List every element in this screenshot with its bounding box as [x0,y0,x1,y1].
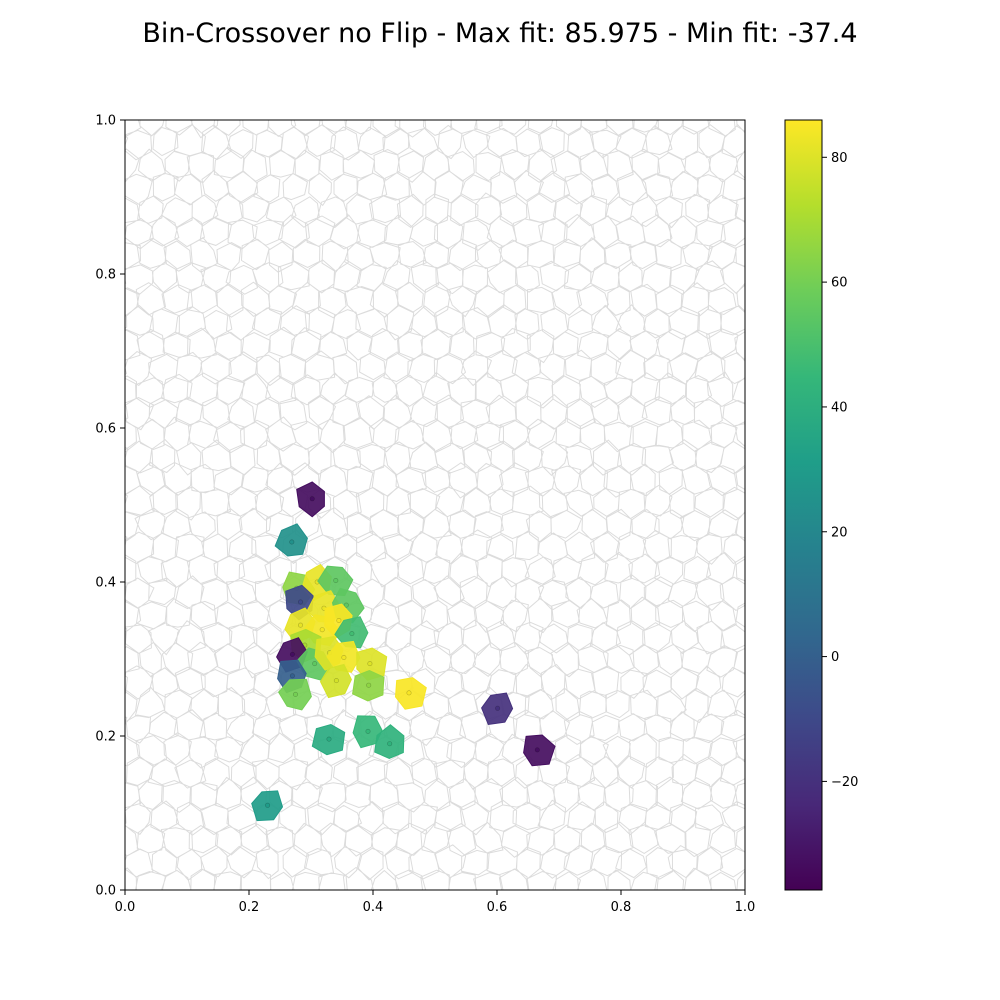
data-cells [251,481,556,822]
x-tick-label: 0.8 [611,900,632,915]
data-point [326,736,332,742]
y-axis: 0.0 0.2 0.4 0.6 0.8 1.0 [95,114,125,899]
x-tick-label: 0.6 [487,900,508,915]
x-tick-label: 0.2 [239,900,260,915]
y-tick-label: 0.2 [95,730,116,745]
data-point [289,673,295,679]
x-tick-label: 0.0 [115,900,136,915]
plot-frame [124,119,746,891]
data-point [406,690,412,696]
data-point [333,678,339,684]
data-point [366,682,372,688]
data-point [495,705,501,711]
data-point [349,631,355,637]
data-point [333,577,339,583]
colorbar-tick-label: −20 [831,775,858,790]
y-tick-label: 0.6 [95,422,116,437]
colorbar-tick-label: 40 [831,400,848,415]
y-tick-label: 0.0 [95,884,116,899]
y-tick-label: 0.8 [95,268,116,283]
colorbar-tick-label: 0 [831,650,839,665]
data-point [365,728,371,734]
data-point [292,691,298,697]
data-point [336,617,342,623]
colorbar [784,119,823,891]
data-point [387,741,393,747]
colorbar-axis: −20 0 20 40 60 80 [822,151,858,790]
x-axis: 0.0 0.2 0.4 0.6 0.8 1.0 [115,890,756,915]
data-point [297,622,303,628]
data-point [534,747,540,753]
colorbar-tick-label: 60 [831,276,848,291]
x-tick-label: 0.4 [363,900,384,915]
colorbar-tick-label: 20 [831,525,848,540]
data-point [265,802,271,808]
colorbar-tick-label: 80 [831,151,848,166]
data-point [343,602,349,608]
data-point [297,599,303,605]
chart-title: Bin-Crossover no Flip - Max fit: 85.975 … [142,18,857,49]
y-tick-label: 0.4 [95,576,116,591]
data-point [289,539,295,545]
x-tick-label: 1.0 [735,900,756,915]
data-point [319,627,325,633]
data-point [309,496,315,502]
data-point [341,654,347,660]
data-point [312,661,318,667]
data-point [289,651,295,657]
y-tick-label: 1.0 [95,114,116,129]
data-point [367,661,373,667]
